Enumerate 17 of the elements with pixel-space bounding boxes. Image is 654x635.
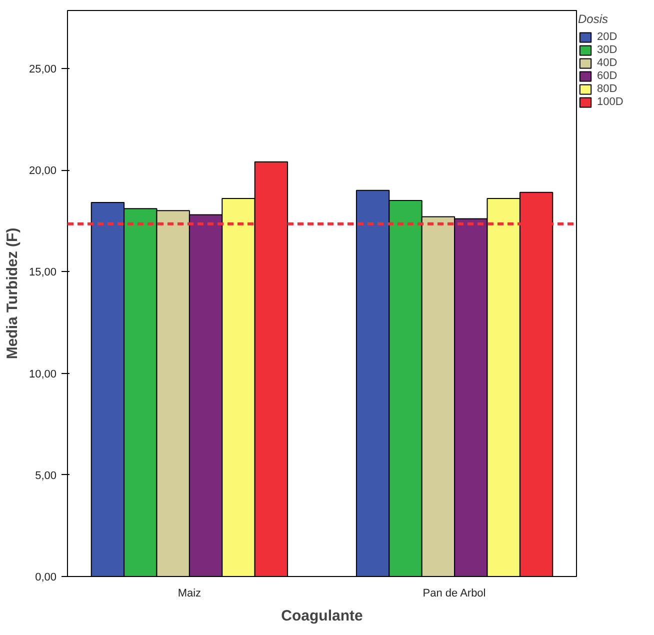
y-tick-label: 5,00 — [35, 470, 57, 482]
legend-label: 80D — [597, 83, 618, 95]
y-tick-label: 0,00 — [35, 572, 57, 584]
x-axis-title: Coagulante — [281, 608, 363, 624]
legend-label: 30D — [597, 44, 618, 56]
legend-label: 100D — [597, 96, 624, 108]
y-axis-title: Media Turbidez (F) — [4, 228, 21, 360]
legend-label: 20D — [597, 31, 618, 43]
y-tick-label: 20,00 — [28, 165, 57, 178]
legend-title: Dosis — [578, 12, 610, 26]
y-tick-label: 10,00 — [28, 368, 57, 380]
legend-label: 60D — [597, 70, 618, 82]
x-tick-label: Pan de Arbol — [422, 588, 486, 600]
legend-label: 40D — [597, 57, 618, 69]
y-tick-label: 25,00 — [28, 63, 57, 76]
y-tick-label: 15,00 — [28, 266, 57, 279]
x-tick-label: Maiz — [178, 588, 202, 600]
